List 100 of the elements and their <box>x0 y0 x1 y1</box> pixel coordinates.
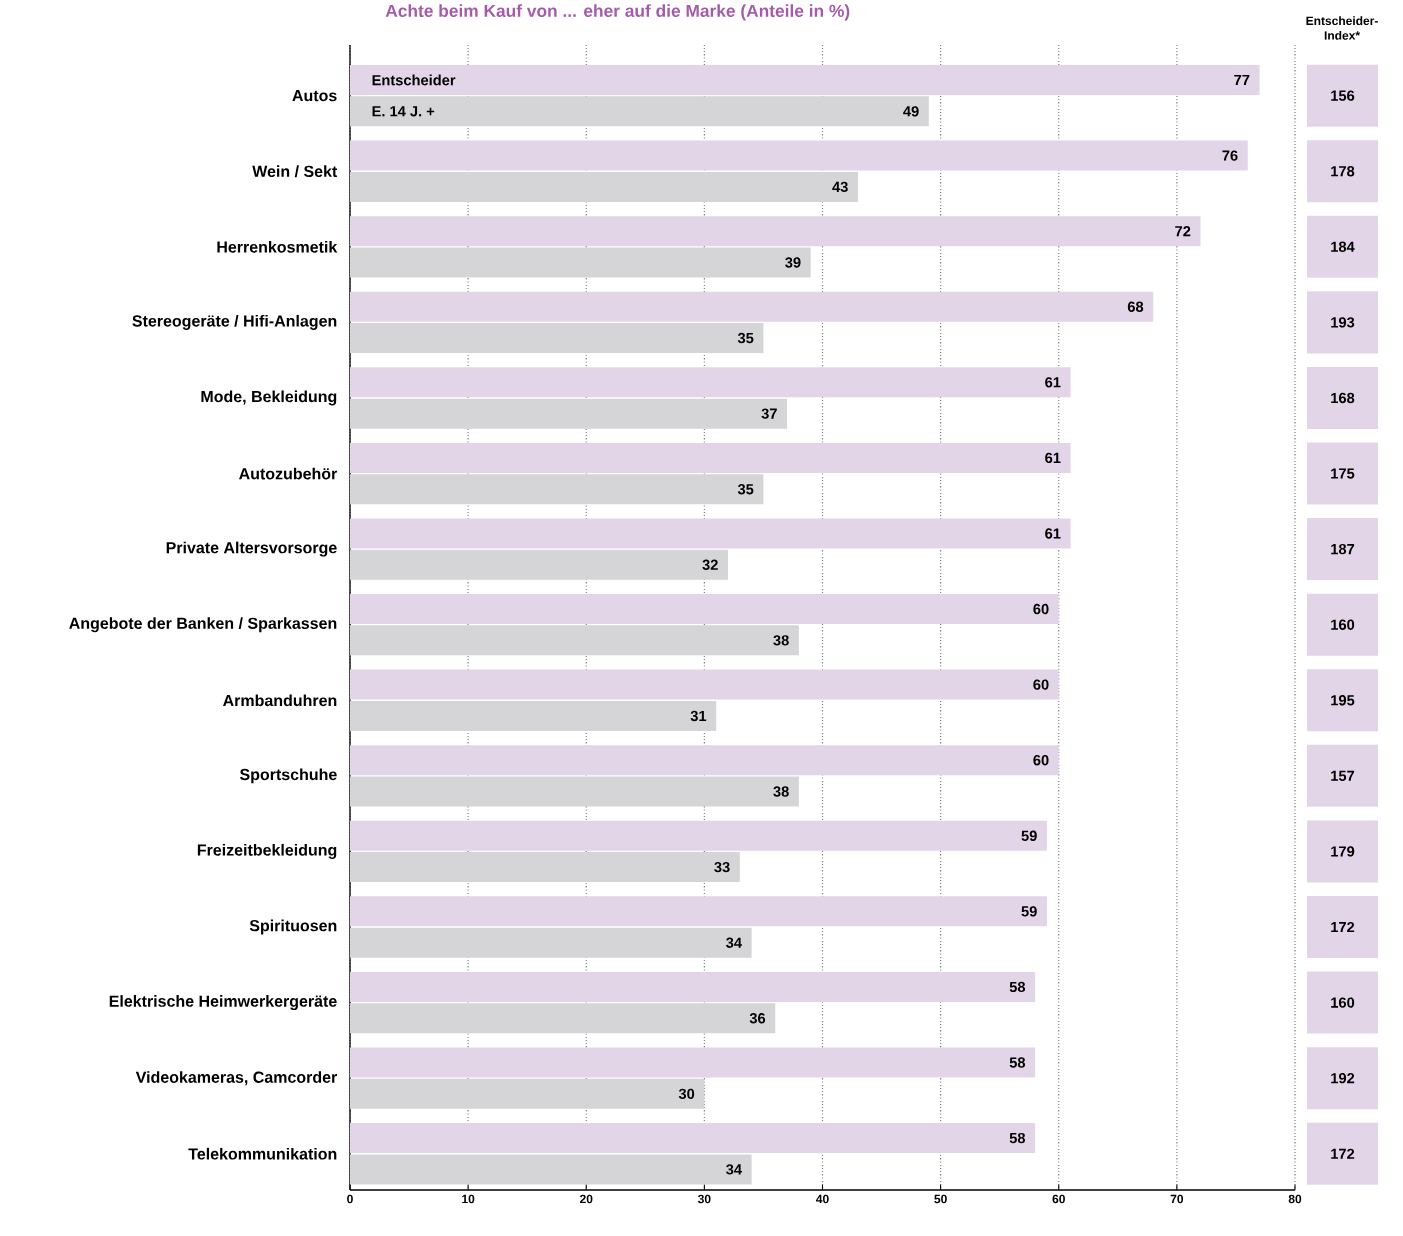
data-label: 61 <box>1045 377 1061 388</box>
bar <box>350 1123 1036 1154</box>
data-label: 35 <box>737 484 754 495</box>
data-label: 49 <box>903 106 919 117</box>
y-tick-label: Autozubehör <box>239 467 338 480</box>
bar <box>350 171 858 202</box>
bar <box>350 216 1201 247</box>
x-tick-label: 50 <box>934 1194 947 1204</box>
data-label: 43 <box>832 181 848 193</box>
data-label: 157 <box>1331 770 1355 781</box>
data-label: 35 <box>737 332 754 344</box>
bar <box>350 367 1071 398</box>
data-label: 37 <box>761 408 777 419</box>
x-tick-label: 0 <box>347 1194 353 1204</box>
y-tick-label: Videokameras, Camcorder <box>135 1071 338 1086</box>
bar <box>350 549 728 580</box>
data-label: 61 <box>1045 528 1061 539</box>
bar <box>350 1047 1036 1078</box>
data-label: 195 <box>1331 695 1355 706</box>
y-tick-label: Herrenkosmetik <box>217 240 338 253</box>
x-tick-label: 20 <box>580 1194 593 1204</box>
bar <box>350 1154 752 1185</box>
y-tick-label: Sportschuhe <box>239 768 337 784</box>
data-label: 193 <box>1331 317 1355 328</box>
bar <box>350 398 788 429</box>
data-label: 38 <box>773 635 789 646</box>
bar <box>350 625 799 656</box>
data-label: 68 <box>1127 301 1144 312</box>
bar <box>350 745 1059 776</box>
data-label: 192 <box>1331 1072 1355 1084</box>
x-tick-label: 40 <box>816 1194 829 1204</box>
y-tick-label: Stereogeräte / Hifi-Anlagen <box>132 314 337 330</box>
data-label: 58 <box>1009 1132 1026 1144</box>
y-tick-label: Mode, Bekleidung <box>201 390 337 406</box>
x-tick-label: 80 <box>1288 1194 1302 1204</box>
bar <box>350 776 799 807</box>
data-label: 172 <box>1331 921 1355 933</box>
bar <box>350 896 1047 927</box>
y-tick-label: Wein / Sekt <box>252 165 338 178</box>
chart-title: Achte beim Kauf von ... eher auf die Marke (Anteile in %) <box>385 4 850 21</box>
data-label: 58 <box>1009 981 1026 993</box>
bar <box>350 594 1059 625</box>
x-tick-label: 10 <box>462 1194 475 1204</box>
data-label: 59 <box>1021 906 1037 917</box>
series-label: E. 14 J. + <box>372 106 435 117</box>
bar <box>350 700 717 731</box>
data-label: 72 <box>1175 226 1191 237</box>
data-label: 30 <box>678 1088 695 1100</box>
y-tick-label: Freizeitbekleidung <box>197 843 337 859</box>
bar <box>350 852 740 883</box>
data-label: 33 <box>714 861 730 873</box>
data-label: 39 <box>785 257 801 268</box>
bar <box>350 1003 776 1034</box>
bar <box>350 442 1071 473</box>
data-label: 60 <box>1033 755 1049 766</box>
data-label: 36 <box>749 1013 766 1024</box>
bar <box>350 971 1036 1002</box>
data-label: 160 <box>1331 619 1355 630</box>
data-label: 156 <box>1331 90 1355 101</box>
data-label: 34 <box>726 1164 742 1175</box>
bar <box>350 96 929 127</box>
text: Entscheider-Index* <box>1306 16 1378 40</box>
bar <box>350 669 1059 700</box>
data-label: 60 <box>1033 679 1049 690</box>
bar <box>350 291 1154 322</box>
bar <box>350 1078 705 1109</box>
y-tick-label: Autos <box>292 90 337 102</box>
data-label: 60 <box>1033 603 1049 615</box>
x-tick-label: 30 <box>697 1194 711 1204</box>
data-label: 32 <box>702 559 718 570</box>
data-label: 58 <box>1009 1057 1026 1068</box>
data-label: 168 <box>1331 392 1355 404</box>
data-label: 184 <box>1331 241 1355 252</box>
bar <box>350 474 764 505</box>
y-tick-label: Telekommunikation <box>188 1147 337 1160</box>
data-label: 38 <box>773 786 789 797</box>
data-label: 172 <box>1331 1148 1355 1159</box>
data-label: 160 <box>1331 997 1355 1008</box>
data-label: 175 <box>1331 468 1355 479</box>
data-label: 178 <box>1331 166 1355 177</box>
bar <box>350 323 764 354</box>
data-label: 77 <box>1234 74 1250 86</box>
data-label: 187 <box>1331 543 1355 555</box>
data-label: 34 <box>726 937 742 948</box>
data-label: 59 <box>1021 830 1037 841</box>
bar <box>350 140 1248 171</box>
data-label: 179 <box>1331 846 1355 857</box>
bar <box>350 518 1071 549</box>
y-tick-label: Elektrische Heimwerkergeräte <box>109 995 337 1011</box>
series-label: Entscheider <box>372 74 456 86</box>
bar <box>350 247 811 278</box>
bar <box>350 927 752 958</box>
data-label: 76 <box>1222 150 1238 161</box>
data-label: 61 <box>1045 452 1061 464</box>
bar <box>350 820 1047 851</box>
data-label: 31 <box>690 710 707 722</box>
y-tick-label: Spirituosen <box>249 919 337 935</box>
x-tick-label: 70 <box>1170 1194 1184 1204</box>
x-tick-label: 60 <box>1052 1194 1065 1204</box>
y-tick-label: Angebote der Banken / Sparkassen <box>69 617 337 633</box>
